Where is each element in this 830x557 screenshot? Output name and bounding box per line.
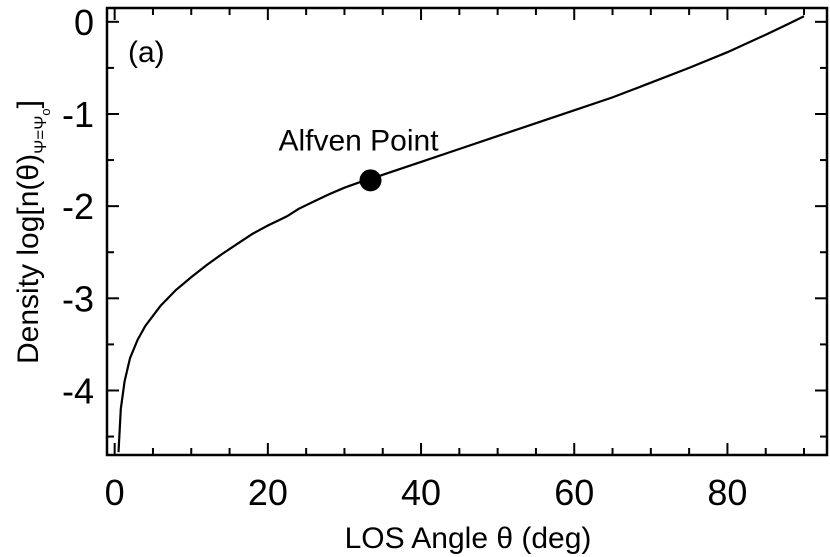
x-tick-label: 40 — [401, 472, 441, 513]
x-tick-label: 0 — [105, 472, 125, 513]
panel-label: (a) — [128, 36, 165, 69]
y-tick-label: -1 — [62, 94, 94, 135]
alfven-point-marker — [359, 169, 382, 192]
y-axis-label: Density log[n(θ)Ψ=Ψo] — [12, 100, 53, 364]
y-axis-label-subscript-sub: o — [38, 108, 53, 115]
axes: 0 20 40 60 80 0 -1 -2 -3 -4 — [62, 2, 829, 513]
x-tick-label: 80 — [707, 472, 747, 513]
y-axis-label-subscript: Ψ=Ψ — [31, 116, 50, 154]
alfven-point-label: Alfven Point — [278, 124, 439, 157]
x-tick-label: 20 — [248, 472, 288, 513]
density-curve — [117, 15, 805, 453]
y-tick-label: -2 — [62, 186, 94, 227]
y-axis-label-main: Density log[n(θ) — [12, 154, 45, 364]
y-tick-label: -3 — [62, 278, 94, 319]
y-tick-label: -4 — [62, 370, 94, 411]
plot-frame — [105, 6, 829, 457]
y-axis-label-close: ] — [12, 100, 45, 108]
x-tick-label: 60 — [554, 472, 594, 513]
x-axis-label: LOS Angle θ (deg) — [345, 522, 592, 555]
y-tick-label: 0 — [74, 2, 94, 43]
